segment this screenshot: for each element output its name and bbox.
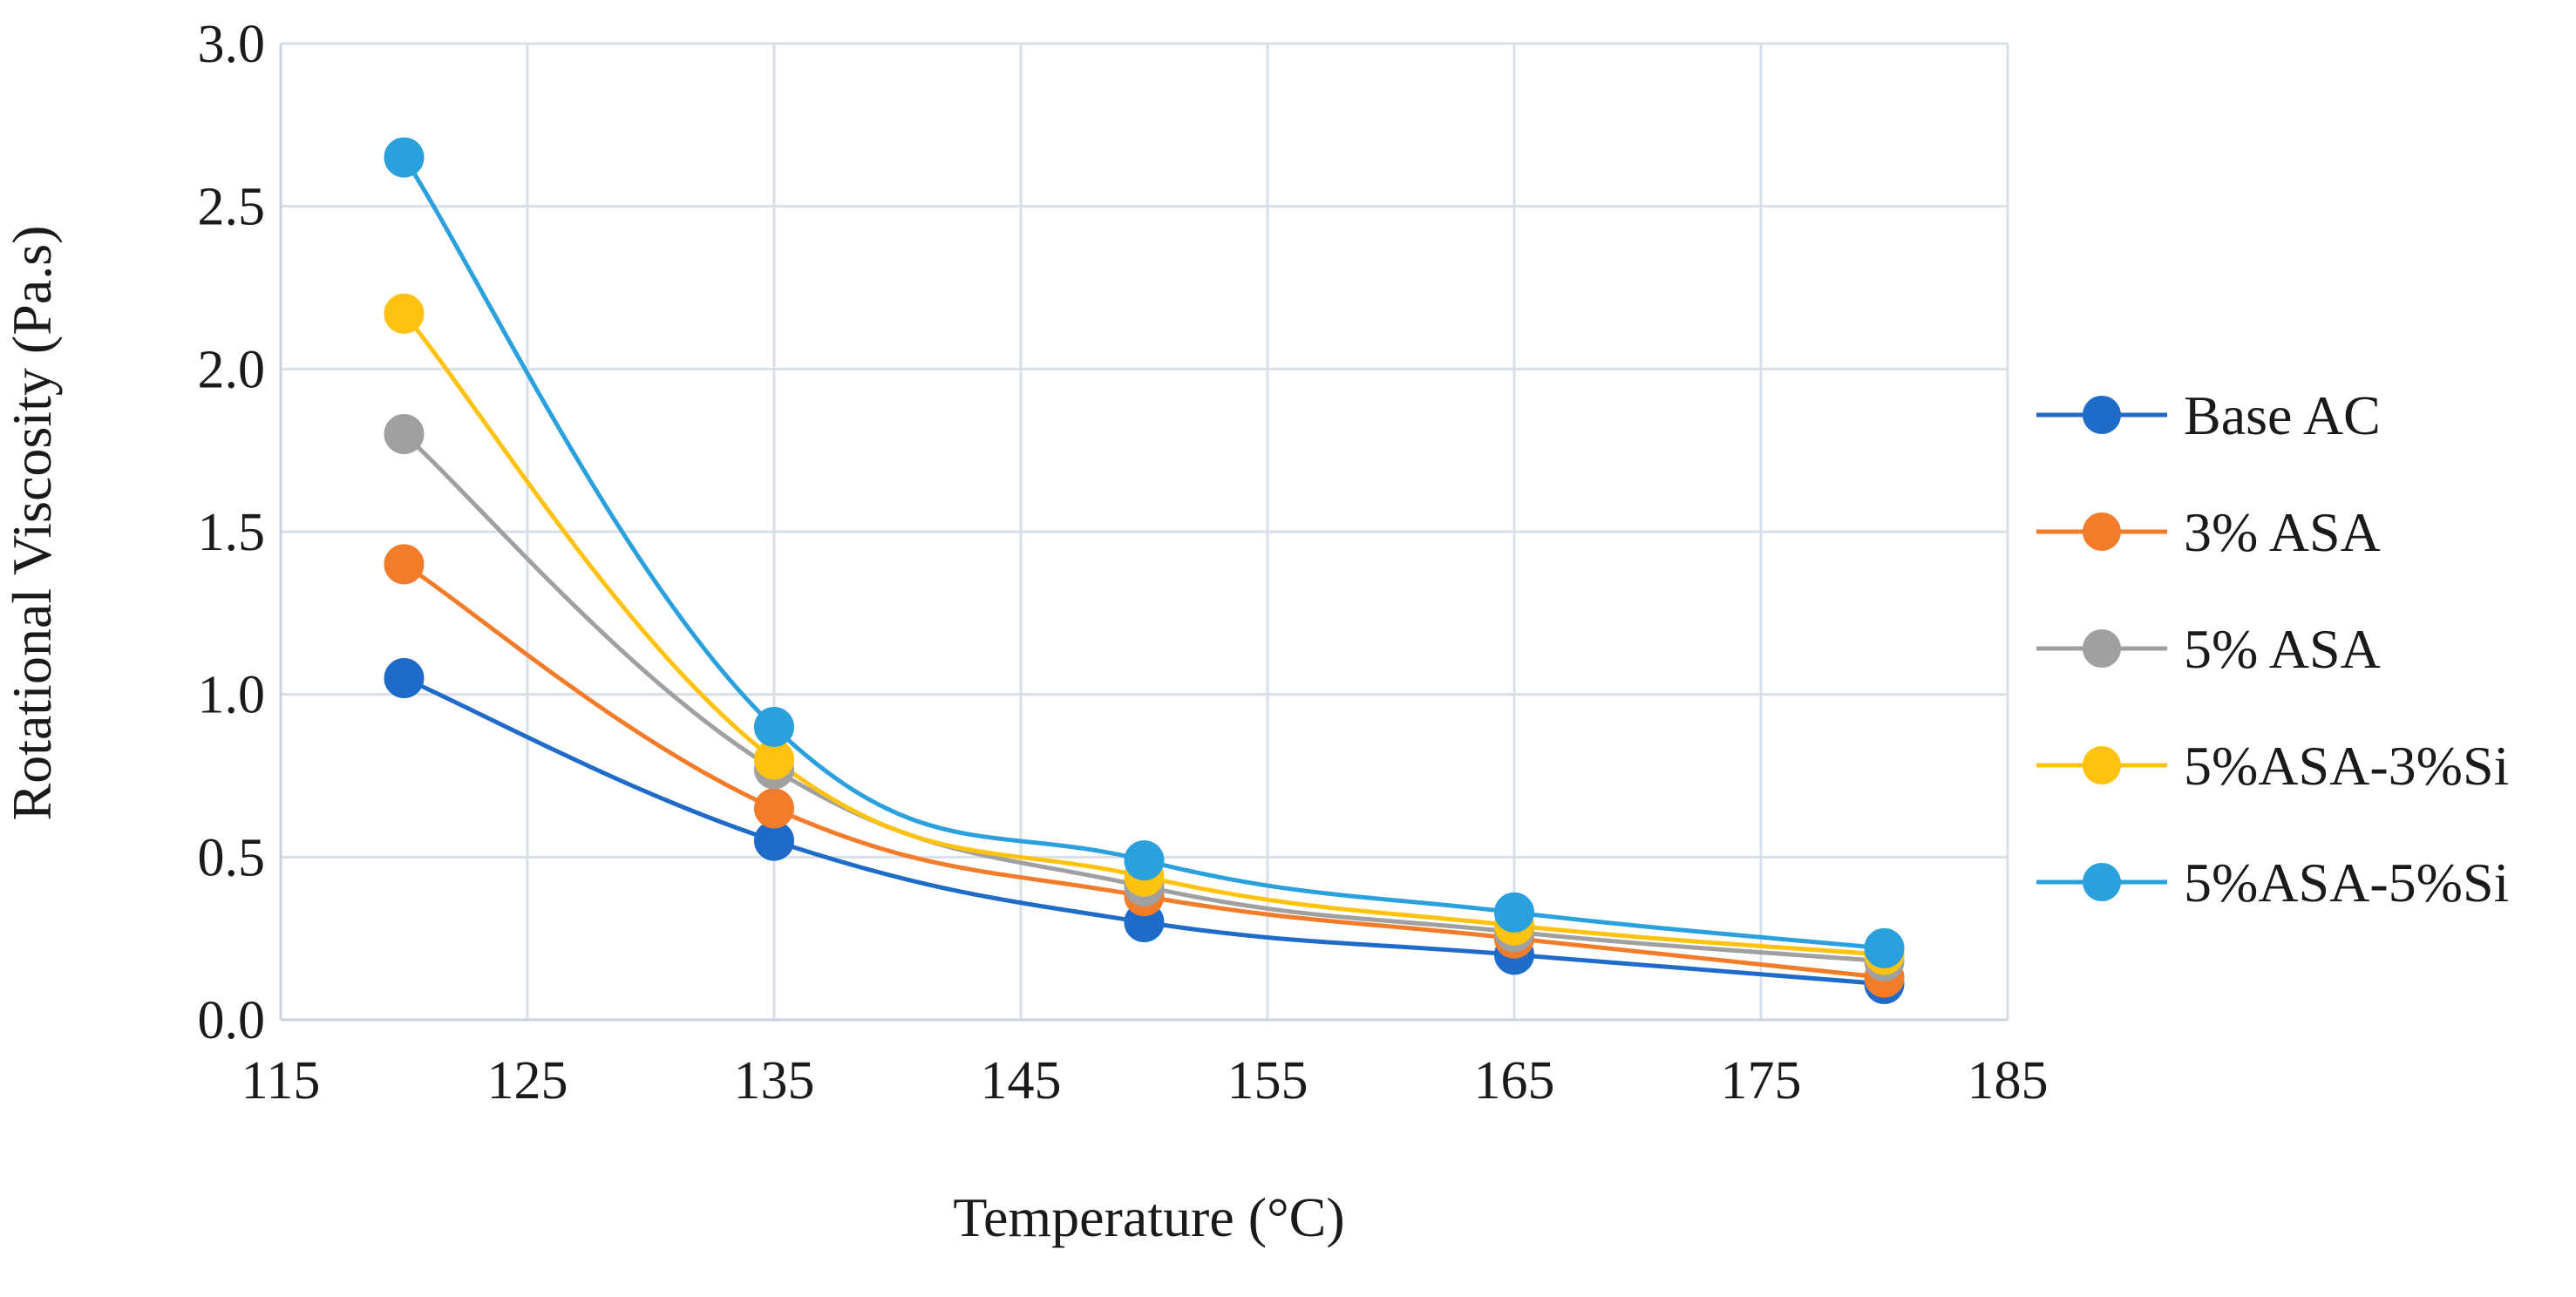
data-point xyxy=(384,544,425,585)
legend: Base AC 3% ASA 5% ASA 5%ASA-3%Si 5%ASA-5%Si xyxy=(2036,384,2509,913)
legend-label: 5% ASA xyxy=(2184,618,2381,680)
legend-marker xyxy=(2083,629,2121,668)
x-tick-label: 115 xyxy=(241,1051,321,1110)
y-tick-label: 2.5 xyxy=(198,178,266,237)
data-point xyxy=(1494,892,1534,933)
data-point xyxy=(1124,840,1165,881)
legend-marker xyxy=(2083,513,2121,551)
series-points xyxy=(384,137,1905,1004)
x-tick-label: 165 xyxy=(1474,1051,1555,1110)
y-tick-label: 1.5 xyxy=(198,503,266,562)
legend-label: 5%ASA-3%Si xyxy=(2184,735,2509,797)
y-tick-label: 2.0 xyxy=(198,340,266,399)
axes xyxy=(279,44,2008,1022)
data-point xyxy=(384,137,425,178)
data-point xyxy=(384,658,425,698)
legend-marker xyxy=(2083,863,2121,901)
x-axis-title: Temperature (°C) xyxy=(953,1186,1344,1248)
grid xyxy=(281,42,2009,1020)
x-tick-label: 185 xyxy=(1968,1051,2049,1110)
legend-marker xyxy=(2083,746,2121,784)
x-tick-label: 175 xyxy=(1721,1051,1802,1110)
x-tick-label: 155 xyxy=(1227,1051,1308,1110)
series-line xyxy=(402,432,1885,964)
x-tick-label: 135 xyxy=(734,1051,815,1110)
y-tick-label: 0.5 xyxy=(198,828,266,887)
legend-marker xyxy=(2083,396,2121,434)
y-axis-title: Rotational Viscosity (Pa.s) xyxy=(1,226,63,821)
data-point xyxy=(384,293,425,334)
x-tick-label: 145 xyxy=(981,1051,1062,1110)
series-line xyxy=(402,156,1885,951)
data-point xyxy=(754,788,794,829)
data-point xyxy=(1864,927,1905,968)
legend-label: Base AC xyxy=(2184,384,2381,446)
data-point xyxy=(384,414,425,454)
y-tick-label: 0.0 xyxy=(198,991,266,1050)
legend-label: 3% ASA xyxy=(2184,501,2381,563)
legend-label: 5%ASA-5%Si xyxy=(2184,852,2509,913)
x-tick-label: 125 xyxy=(487,1051,568,1110)
series-line xyxy=(402,312,1885,957)
y-tick-label: 1.0 xyxy=(198,666,266,725)
x-tick-labels: 115 125 135 145 155 165 175 185 xyxy=(241,1051,2049,1110)
data-point xyxy=(754,707,794,747)
y-tick-label: 3.0 xyxy=(198,15,266,74)
y-tick-labels: 0.0 0.5 1.0 1.5 2.0 2.5 3.0 xyxy=(198,15,266,1050)
